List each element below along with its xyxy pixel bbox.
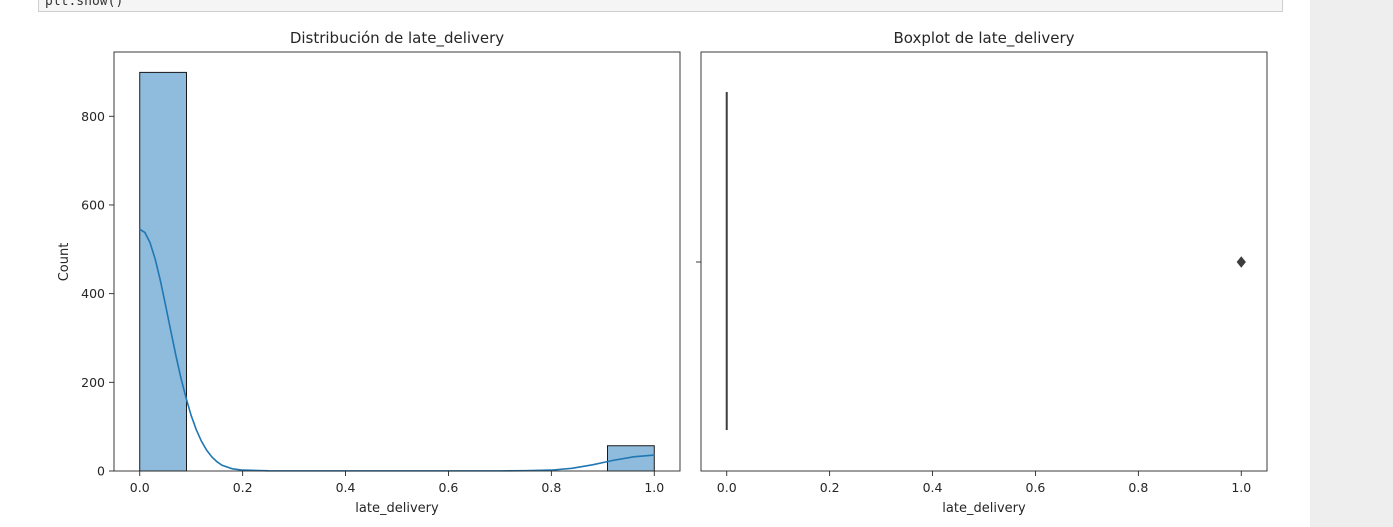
boxplot-xtick-label-5: 1.0 [1231, 480, 1251, 495]
code-cell[interactable]: plt.show() [38, 0, 1283, 12]
histogram-ytick-label-4: 800 [81, 109, 105, 124]
histogram-ylabel: Count [57, 243, 72, 282]
histogram-xtick-label-0: 0.0 [130, 480, 150, 495]
figure-canvas: Distribución de late_delivery 0.0 0.2 0.4 0… [57, 29, 1268, 516]
histogram-xtick-label-5: 1.0 [644, 480, 664, 495]
boxplot-xtick-label-4: 0.8 [1128, 480, 1148, 495]
boxplot-xtick-label-3: 0.6 [1026, 480, 1046, 495]
histogram-bar-1 [607, 445, 655, 472]
histogram-xtick-label-4: 0.8 [541, 480, 561, 495]
histogram-chart: Distribución de late_delivery 0.0 0.2 0.4 0… [57, 29, 681, 516]
histogram-xtick-label-3: 0.6 [439, 480, 459, 495]
histogram-xtick-label-2: 0.4 [336, 480, 356, 495]
histogram-xlabel: late_delivery [355, 501, 439, 516]
boxplot-frame [700, 51, 1268, 472]
histogram-ytick-label-3: 600 [81, 197, 105, 212]
boxplot-xtick-label-1: 0.2 [820, 480, 840, 495]
right-side-panel [1310, 0, 1393, 527]
boxplot-title: Boxplot de late_delivery [893, 29, 1074, 48]
boxplot-xtick-label-0: 0.0 [717, 480, 737, 495]
code-text: plt.show() [45, 0, 124, 9]
kde-curve [139, 228, 655, 472]
boxplot-chart: Boxplot de late_delivery 0.0 0.2 0.4 0.6 0.8… [696, 29, 1268, 516]
histogram-ytick-label-2: 400 [81, 286, 105, 301]
boxplot-outlier-0 [1236, 256, 1246, 268]
histogram-frame [113, 51, 681, 472]
boxplot-xlabel: late_delivery [942, 501, 1026, 516]
histogram-ytick-label-1: 200 [81, 375, 105, 390]
boxplot-xtick-label-2: 0.4 [923, 480, 943, 495]
histogram-xtick-label-1: 0.2 [233, 480, 253, 495]
histogram-bar-0 [139, 71, 187, 472]
histogram-ytick-label-0: 0 [97, 464, 105, 479]
histogram-title: Distribución de late_delivery [290, 29, 504, 48]
